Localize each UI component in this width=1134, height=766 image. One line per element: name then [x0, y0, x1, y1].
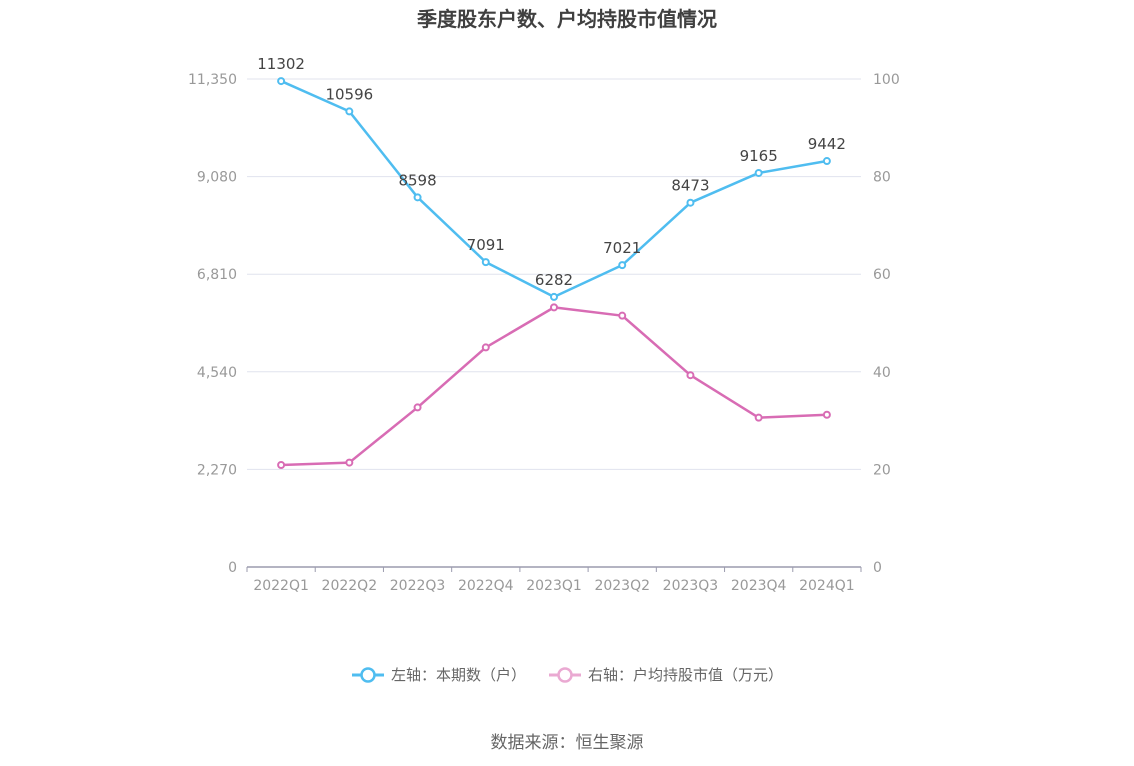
data-label: 7021 — [603, 239, 641, 257]
grid-lines — [247, 78, 861, 470]
data-point-left — [618, 261, 627, 270]
data-label: 8473 — [671, 177, 709, 195]
data-point-right — [277, 461, 286, 470]
data-label: 9165 — [740, 147, 778, 165]
data-point-left — [345, 107, 354, 116]
data-point-left — [277, 77, 286, 86]
data-labels: 11302 10596 8598 7091 6282 7021 8473 9165 9442 — [257, 55, 846, 289]
right-tick-label: 40 — [873, 365, 891, 381]
left-tick-label: 9,080 — [197, 170, 237, 186]
right-tick-label: 60 — [873, 267, 891, 283]
right-tick-label: 0 — [873, 560, 882, 576]
axes: 0 2,270 4,540 6,810 9,080 11,350 0 20 40 60 80 100 2… — [188, 72, 900, 594]
x-tick-label: 2022Q3 — [390, 578, 446, 594]
data-point-right — [754, 413, 763, 422]
data-point-left — [754, 168, 763, 177]
x-tick-label: 2023Q3 — [663, 578, 719, 594]
data-point-left — [481, 258, 490, 267]
data-label: 8598 — [398, 171, 436, 189]
series-line-right — [281, 306, 827, 467]
left-tick-label: 11,350 — [188, 72, 237, 88]
left-tick-label: 2,270 — [197, 462, 237, 478]
data-label: 6282 — [535, 271, 573, 289]
data-point-right — [413, 403, 422, 412]
data-point-right — [822, 410, 831, 419]
right-tick-label: 20 — [873, 462, 891, 478]
x-tick-label: 2022Q4 — [458, 578, 514, 594]
data-label: 7091 — [467, 236, 505, 254]
legend-marker-right — [549, 666, 581, 683]
chart-title: 季度股东户数、户均持股市值情况 — [417, 7, 717, 31]
x-tick-label: 2022Q2 — [322, 578, 378, 594]
x-tick-label: 2023Q1 — [526, 578, 582, 594]
data-point-right — [550, 303, 558, 312]
data-point-right — [345, 458, 354, 467]
x-tick-label: 2022Q1 — [253, 578, 309, 594]
data-point-right — [686, 371, 695, 380]
data-point-right — [618, 311, 627, 320]
legend-marker-left — [351, 666, 384, 683]
legend: 左轴：本期数（户） 右轴：户均持股市值（万元） — [0, 664, 1134, 685]
x-tick-label: 2023Q4 — [731, 578, 787, 594]
x-tick-label: 2024Q1 — [799, 578, 855, 594]
data-point-left — [822, 157, 831, 166]
right-tick-label: 100 — [873, 72, 900, 88]
legend-label-left: 左轴：本期数（户） — [390, 666, 526, 684]
series — [277, 77, 831, 470]
source-note: 数据来源：恒生聚源 — [490, 733, 644, 753]
legend-item-left-series[interactable]: 左轴：本期数（户） — [351, 664, 526, 685]
series-line-left — [280, 79, 828, 299]
x-tick-label: 2023Q2 — [594, 578, 650, 594]
data-point-left — [686, 198, 695, 207]
data-point-left — [550, 292, 558, 301]
left-tick-label: 0 — [228, 560, 237, 576]
left-tick-label: 4,540 — [197, 365, 237, 381]
legend-item-right-series[interactable]: 右轴：户均持股市值（万元） — [548, 664, 783, 685]
data-label: 10596 — [325, 85, 373, 103]
data-point-left — [413, 193, 422, 202]
right-tick-label: 80 — [873, 170, 891, 186]
legend-label-right: 右轴：户均持股市值（万元） — [588, 666, 784, 684]
data-label: 9442 — [808, 135, 846, 153]
data-point-right — [481, 343, 490, 352]
data-label: 11302 — [257, 55, 305, 73]
left-tick-label: 6,810 — [197, 267, 237, 283]
